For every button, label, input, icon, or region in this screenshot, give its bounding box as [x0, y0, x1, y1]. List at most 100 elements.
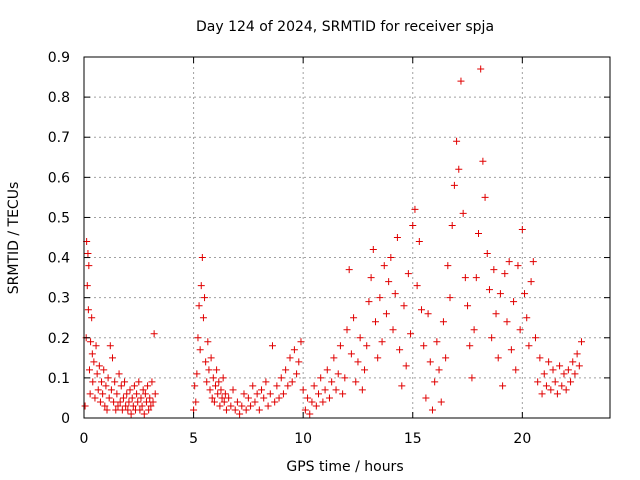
y-tick-label: 0.6: [48, 170, 70, 186]
data-point: [547, 386, 555, 394]
data-point: [306, 410, 314, 418]
data-point: [229, 386, 237, 394]
data-point: [215, 378, 223, 386]
y-axis-label: SRMTID / TECUs: [6, 182, 22, 295]
data-point: [233, 398, 241, 406]
data-point: [151, 390, 159, 398]
data-point: [523, 314, 531, 322]
data-point: [101, 402, 109, 410]
data-point: [418, 306, 426, 314]
data-point: [129, 402, 137, 410]
data-point: [470, 326, 478, 334]
data-point: [505, 258, 513, 266]
data-point: [466, 342, 474, 350]
grid-lines: [84, 57, 610, 418]
data-point: [201, 294, 209, 302]
data-point: [564, 366, 572, 374]
data-point: [310, 382, 318, 390]
data-point: [199, 314, 207, 322]
data-point: [216, 402, 224, 410]
data-point: [534, 378, 542, 386]
data-point: [247, 402, 255, 410]
data-point: [464, 302, 472, 310]
data-point: [437, 398, 445, 406]
data-point: [210, 398, 218, 406]
data-point: [207, 354, 215, 362]
data-point: [420, 342, 428, 350]
x-axis-label: GPS time / hours: [286, 459, 403, 475]
data-points: [81, 65, 586, 418]
data-point: [195, 302, 203, 310]
data-point: [308, 398, 316, 406]
data-point: [450, 181, 458, 189]
axis-ticks: [83, 56, 610, 419]
data-point: [258, 386, 266, 394]
data-point: [205, 366, 213, 374]
data-point: [191, 382, 199, 390]
data-point: [540, 370, 548, 378]
data-point: [89, 378, 97, 386]
data-point: [304, 394, 312, 402]
data-point: [91, 394, 99, 402]
data-point: [400, 302, 408, 310]
data-point: [139, 386, 147, 394]
data-point: [413, 282, 421, 290]
data-point: [236, 410, 244, 418]
data-point: [242, 406, 250, 414]
data-point: [428, 406, 436, 414]
data-point: [88, 350, 96, 358]
data-point: [202, 358, 210, 366]
data-point: [521, 290, 529, 298]
data-point: [551, 378, 559, 386]
data-point: [231, 406, 239, 414]
data-point: [387, 254, 395, 262]
data-point: [100, 366, 108, 374]
data-point: [95, 362, 103, 370]
data-point: [510, 298, 518, 306]
data-point: [266, 390, 274, 398]
data-point: [560, 370, 568, 378]
data-point: [286, 354, 294, 362]
data-point: [119, 394, 127, 402]
data-point: [407, 330, 415, 338]
data-point: [114, 402, 122, 410]
data-point: [295, 358, 303, 366]
data-point: [273, 382, 281, 390]
data-point: [393, 234, 401, 241]
data-point: [350, 314, 358, 322]
data-point: [496, 290, 504, 298]
data-point: [490, 266, 498, 274]
data-point: [402, 362, 410, 370]
data-point: [358, 386, 366, 394]
data-point: [121, 378, 129, 386]
data-point: [96, 398, 104, 406]
data-point: [398, 382, 406, 390]
data-point: [88, 314, 96, 322]
data-point: [238, 402, 246, 410]
data-point: [352, 378, 360, 386]
data-point: [339, 390, 347, 398]
data-point: [382, 310, 390, 318]
data-point: [84, 306, 92, 314]
data-point: [448, 221, 456, 229]
data-point: [361, 366, 369, 374]
data-point: [556, 362, 564, 370]
data-point: [133, 390, 141, 398]
data-point: [220, 398, 228, 406]
y-tick-label: 0: [61, 411, 70, 427]
data-point: [90, 358, 98, 366]
y-tick-labels: 0 0.1 0.2 0.3 0.4 0.5 0.6 0.7 0.8 0.9: [48, 50, 70, 427]
data-point: [140, 410, 148, 418]
data-point: [545, 358, 553, 366]
data-point: [488, 334, 496, 342]
data-point: [435, 366, 443, 374]
data-point: [444, 262, 452, 270]
data-point: [104, 374, 112, 382]
data-point: [459, 209, 467, 217]
data-point: [197, 282, 205, 290]
data-point: [378, 338, 386, 346]
data-point: [198, 254, 206, 262]
x-tick-label: 15: [404, 431, 422, 447]
data-point: [328, 378, 336, 386]
data-point: [531, 334, 539, 342]
